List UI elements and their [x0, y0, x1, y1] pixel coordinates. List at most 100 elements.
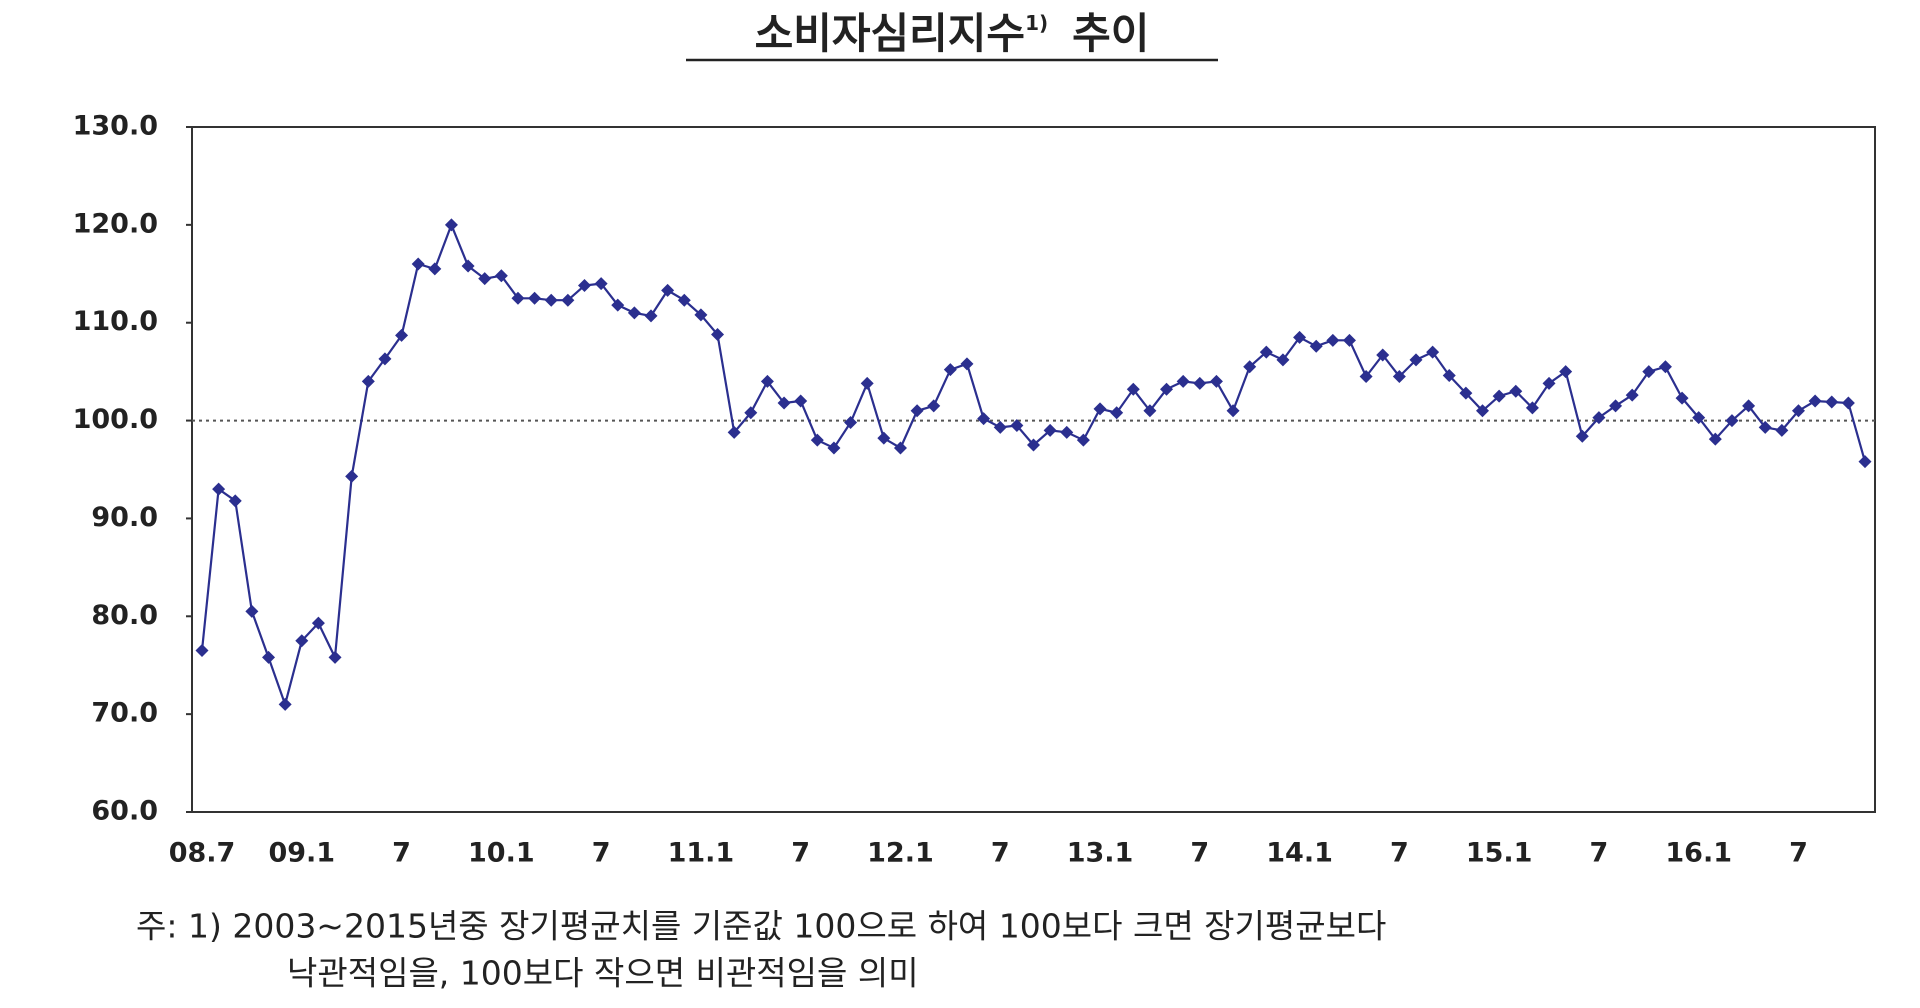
- title-suffix: 추이: [1072, 9, 1149, 58]
- marker: [644, 309, 658, 323]
- x-tick-label: 7: [1590, 838, 1609, 869]
- marker: [1209, 374, 1223, 388]
- marker: [1060, 425, 1074, 439]
- marker: [1259, 345, 1273, 359]
- marker: [395, 328, 409, 342]
- marker: [1492, 389, 1506, 403]
- marker: [478, 272, 492, 286]
- marker: [1642, 365, 1656, 379]
- marker: [627, 306, 641, 320]
- marker: [561, 293, 575, 307]
- marker: [993, 420, 1007, 434]
- marker: [927, 399, 941, 413]
- x-tick-label: 16.1: [1665, 838, 1732, 869]
- marker: [1359, 370, 1373, 384]
- marker: [1392, 370, 1406, 384]
- marker: [1143, 404, 1157, 418]
- marker: [577, 279, 591, 293]
- marker: [1093, 402, 1107, 416]
- marker: [1309, 339, 1323, 353]
- marker: [827, 441, 841, 455]
- marker: [444, 218, 458, 232]
- marker: [1043, 423, 1057, 437]
- marker: [1509, 384, 1523, 398]
- marker: [1442, 369, 1456, 383]
- marker: [361, 374, 375, 388]
- marker: [1110, 406, 1124, 420]
- y-tick-label: 80.0: [91, 600, 158, 631]
- marker: [594, 277, 608, 291]
- marker: [1825, 395, 1839, 409]
- plot-frame: [191, 126, 1876, 813]
- marker: [262, 650, 276, 664]
- marker: [195, 644, 209, 658]
- x-tick-label: 7: [1789, 838, 1808, 869]
- marker: [1791, 404, 1805, 418]
- marker: [1675, 391, 1689, 405]
- marker: [278, 697, 292, 711]
- marker: [1176, 374, 1190, 388]
- x-tick-label: 11.1: [668, 838, 735, 869]
- marker: [345, 469, 359, 483]
- note-line: 주: 1) 2003~2015년중 장기평균치를 기준값 100으로 하여 10…: [136, 907, 1386, 946]
- marker: [1459, 386, 1473, 400]
- marker: [1609, 399, 1623, 413]
- marker: [1376, 348, 1390, 362]
- marker: [1758, 420, 1772, 434]
- marker: [727, 425, 741, 439]
- chart-title: 소비자심리지수1) 추이: [755, 9, 1150, 58]
- marker: [1775, 423, 1789, 437]
- x-tick-label: 7: [991, 838, 1010, 869]
- marker: [212, 482, 226, 496]
- marker: [295, 634, 309, 648]
- marker: [428, 262, 442, 276]
- x-tick-label: 7: [1190, 838, 1209, 869]
- x-tick-label: 7: [592, 838, 611, 869]
- marker: [1841, 396, 1855, 410]
- marker: [677, 293, 691, 307]
- title-note-mark: 1): [1025, 11, 1048, 35]
- marker: [1326, 333, 1340, 347]
- title-text: 소비자심리지수: [755, 9, 1025, 58]
- marker: [794, 394, 808, 408]
- marker: [960, 357, 974, 371]
- marker: [661, 283, 675, 297]
- marker: [1592, 411, 1606, 425]
- marker: [1076, 433, 1090, 447]
- marker: [711, 327, 725, 341]
- marker: [1027, 438, 1040, 452]
- marker: [1525, 401, 1539, 415]
- x-tick-label: 15.1: [1466, 838, 1533, 869]
- marker: [744, 406, 758, 420]
- y-tick-label: 90.0: [91, 502, 158, 533]
- marker: [1160, 382, 1174, 396]
- marker: [1193, 376, 1207, 390]
- marker: [877, 431, 891, 445]
- marker: [245, 604, 259, 618]
- marker: [1658, 360, 1672, 374]
- marker: [544, 293, 558, 307]
- marker: [860, 376, 874, 390]
- marker: [1725, 414, 1739, 428]
- marker: [1476, 404, 1490, 418]
- marker: [943, 363, 957, 377]
- x-tick-label: 7: [791, 838, 810, 869]
- note-line: 낙관적임을, 100보다 작으면 비관적임을 의미: [287, 954, 919, 993]
- x-tick-label: 10.1: [468, 838, 535, 869]
- marker: [1559, 365, 1573, 379]
- marker: [1010, 418, 1024, 432]
- marker: [1575, 429, 1589, 443]
- y-tick-label: 60.0: [91, 796, 158, 827]
- line: [200, 221, 1867, 709]
- marker: [1226, 404, 1240, 418]
- marker: [1708, 432, 1722, 446]
- x-tick-label: 08.7: [169, 838, 236, 869]
- x-tick-label: 7: [1390, 838, 1409, 869]
- marker: [411, 257, 425, 271]
- marker: [910, 404, 924, 418]
- marker: [611, 298, 625, 312]
- marker: [1126, 382, 1140, 396]
- marker: [844, 416, 858, 430]
- marker: [810, 433, 824, 447]
